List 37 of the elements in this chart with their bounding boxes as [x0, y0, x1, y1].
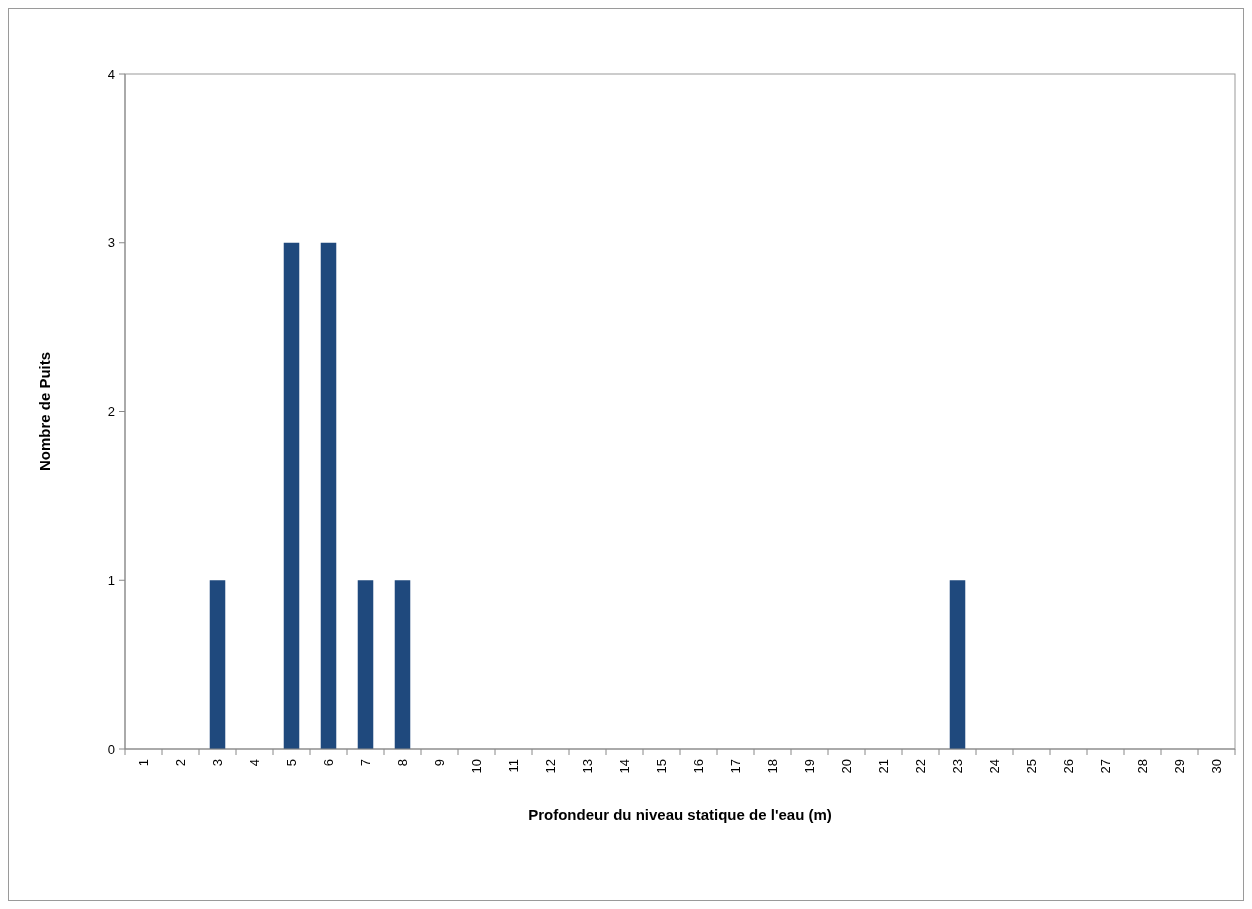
x-tick-label: 15 [654, 759, 670, 774]
x-tick-label: 12 [543, 759, 559, 774]
x-tick-label: 22 [913, 759, 929, 774]
y-tick-label: 1 [107, 572, 115, 588]
x-tick-label: 7 [358, 759, 374, 767]
y-tick-label: 2 [107, 404, 115, 420]
x-tick-label: 20 [839, 759, 855, 774]
x-tick-label: 11 [506, 759, 522, 773]
x-tick-label: 19 [802, 759, 818, 774]
x-tick-label: 23 [950, 759, 966, 774]
x-tick-label: 18 [765, 759, 781, 774]
x-tick-label: 21 [876, 759, 892, 774]
x-tick-label: 3 [210, 759, 226, 767]
y-axis-title: Nombre de Puits [36, 351, 53, 472]
x-tick-label: 29 [1172, 759, 1188, 774]
x-tick-label: 8 [395, 759, 411, 767]
y-tick-label: 4 [107, 66, 115, 82]
x-tick-label: 13 [580, 759, 596, 774]
x-tick-label: 17 [728, 759, 744, 774]
x-tick-label: 27 [1098, 759, 1114, 774]
x-tick-label: 26 [1061, 759, 1077, 774]
x-tick-label: 14 [617, 759, 633, 774]
x-axis-title: Profondeur du niveau statique de l'eau (m) [528, 806, 832, 823]
x-tick-label: 10 [469, 759, 485, 774]
x-tick-label: 6 [321, 759, 337, 767]
x-tick-label: 5 [284, 759, 300, 767]
x-tick-label: 16 [691, 759, 707, 774]
x-tick-label: 25 [1024, 759, 1040, 774]
x-tick-label: 28 [1135, 759, 1151, 774]
x-tick-label: 9 [432, 759, 448, 767]
y-tick-label: 0 [107, 741, 115, 757]
x-tick-label: 1 [136, 759, 152, 767]
y-tick-label: 3 [107, 235, 115, 251]
x-tick-label: 24 [987, 759, 1003, 774]
x-tick-label: 30 [1209, 759, 1225, 774]
x-tick-label: 4 [247, 759, 263, 767]
x-tick-label: 2 [173, 759, 189, 767]
